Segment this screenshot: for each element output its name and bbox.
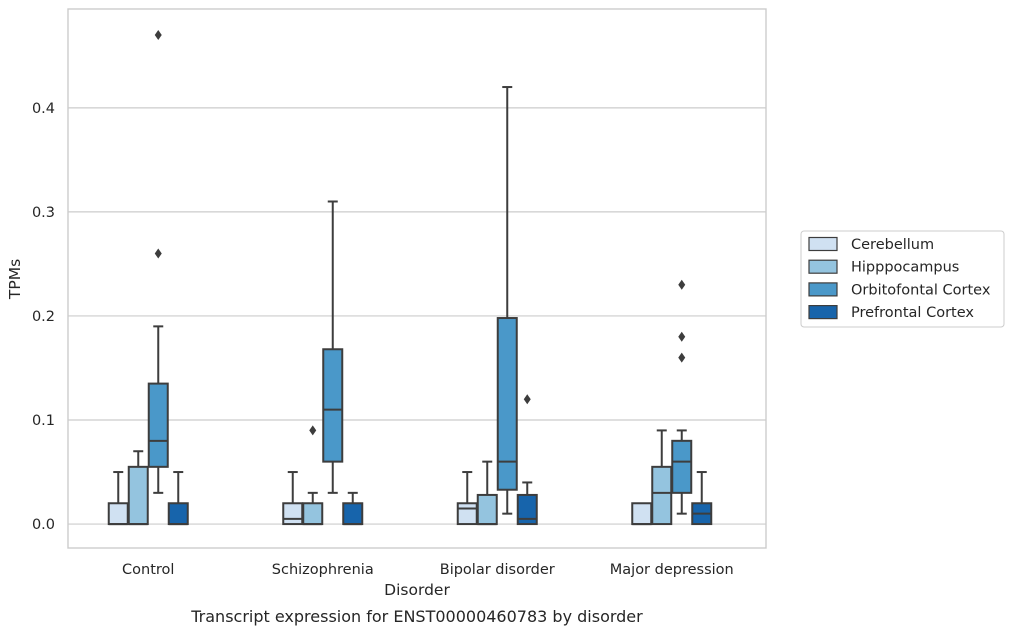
box-prefrontal-cortex xyxy=(167,471,189,526)
box-hipppocampus xyxy=(302,425,324,526)
box-prefrontal-cortex xyxy=(342,491,364,526)
y-tick-labels: 0.0 0.1 0.2 0.3 0.4 xyxy=(32,101,55,533)
box-body xyxy=(456,502,478,526)
box-hipppocampus xyxy=(476,460,498,526)
legend: Cerebellum Hipppocampus Orbitofontal Corte… xyxy=(800,230,1005,328)
legend-label: Prefrontal Cortex xyxy=(851,305,974,321)
box-prefrontal-cortex xyxy=(691,471,713,526)
figure-caption: Transcript expression for ENST0000046078… xyxy=(190,607,643,626)
box-hipppocampus xyxy=(127,450,149,526)
box-body xyxy=(631,502,653,526)
x-tick-label: Control xyxy=(122,562,174,578)
y-tick-label: 0.4 xyxy=(32,101,55,117)
y-tick-label: 0.2 xyxy=(32,309,55,325)
box-cerebellum xyxy=(631,502,653,526)
box-orbitofontal-cortex xyxy=(496,86,518,515)
y-tick-label: 0.0 xyxy=(32,517,55,533)
boxes xyxy=(107,30,713,526)
box-body xyxy=(651,465,673,526)
legend-swatch xyxy=(808,236,838,252)
y-tick-label: 0.3 xyxy=(32,205,55,221)
x-tick-label: Schizophrenia xyxy=(272,562,374,578)
box-body xyxy=(671,439,693,494)
legend-swatch xyxy=(808,305,838,320)
box-body xyxy=(127,465,149,526)
legend-swatch xyxy=(808,282,838,297)
legend-label: Orbitofontal Cortex xyxy=(851,282,991,298)
legend-swatch xyxy=(808,259,838,274)
outlier-point xyxy=(678,352,686,363)
x-tick-label: Major depression xyxy=(610,562,734,578)
box-body xyxy=(302,502,324,526)
x-axis-label: Disorder xyxy=(384,581,450,599)
box-cerebellum xyxy=(107,471,129,526)
box-prefrontal-cortex xyxy=(516,394,538,526)
box-hipppocampus xyxy=(651,429,673,526)
box-body xyxy=(167,502,189,526)
box-body xyxy=(476,493,498,526)
outlier-point xyxy=(154,248,162,259)
box-body xyxy=(107,502,129,526)
box-orbitofontal-cortex xyxy=(147,30,169,494)
box-cerebellum xyxy=(282,471,304,526)
outlier-point xyxy=(678,279,686,290)
outlier-point xyxy=(678,331,686,342)
box-orbitofontal-cortex xyxy=(322,200,344,494)
y-tick-label: 0.1 xyxy=(32,413,55,429)
box-body xyxy=(516,493,538,526)
outlier-point xyxy=(154,30,162,41)
outlier-point xyxy=(309,425,317,436)
outlier-point xyxy=(523,394,531,405)
box-body xyxy=(282,502,304,526)
box-body xyxy=(496,317,518,491)
box-orbitofontal-cortex xyxy=(671,279,693,515)
legend-frame xyxy=(800,230,1005,328)
legend-label: Cerebellum xyxy=(851,237,934,253)
box-cerebellum xyxy=(456,471,478,526)
y-axis-label: TPMs xyxy=(6,259,24,300)
legend-label: Hipppocampus xyxy=(851,260,959,276)
box-body xyxy=(322,348,344,463)
x-tick-labels: Control Schizophrenia Bipolar disorder Majo… xyxy=(122,562,734,578)
plot-frame xyxy=(67,8,767,549)
box-body xyxy=(342,502,364,526)
x-tick-label: Bipolar disorder xyxy=(440,562,555,578)
box-body xyxy=(147,382,169,468)
